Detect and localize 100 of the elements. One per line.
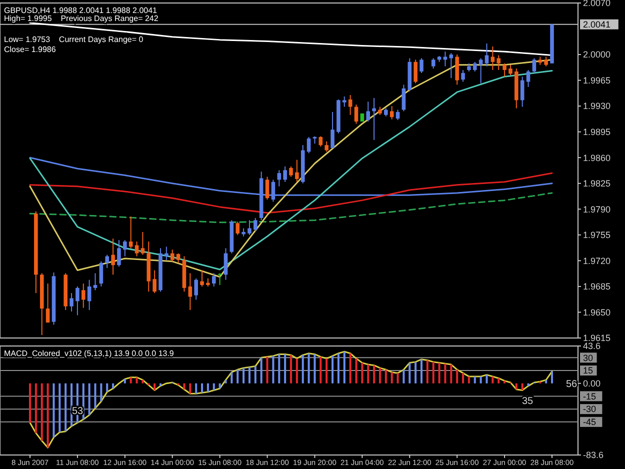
bar bbox=[254, 366, 256, 384]
bar bbox=[34, 383, 37, 434]
bar bbox=[414, 362, 417, 384]
candlestick bbox=[348, 94, 352, 116]
candlestick bbox=[544, 56, 548, 67]
candlestick bbox=[164, 246, 168, 260]
candlestick bbox=[152, 270, 156, 294]
bar bbox=[314, 354, 316, 384]
ref-line-label: -30 bbox=[583, 404, 596, 414]
bar bbox=[112, 383, 114, 389]
candlestick bbox=[123, 240, 127, 257]
bar bbox=[320, 356, 322, 384]
bar bbox=[88, 383, 90, 416]
bar bbox=[462, 373, 464, 384]
candlestick bbox=[236, 221, 240, 236]
candlestick bbox=[431, 58, 436, 70]
bar bbox=[154, 383, 156, 390]
candlestick bbox=[176, 252, 180, 264]
candlestick bbox=[390, 106, 394, 120]
bar bbox=[390, 372, 393, 384]
bar bbox=[130, 377, 132, 384]
candlestick bbox=[508, 64, 512, 76]
bar bbox=[367, 364, 370, 384]
bar bbox=[408, 362, 411, 384]
bar bbox=[456, 370, 458, 384]
bar bbox=[284, 354, 286, 384]
bar bbox=[438, 362, 440, 384]
bar bbox=[444, 364, 446, 384]
bar bbox=[212, 383, 215, 390]
y-tick-label: 1.9790 bbox=[583, 204, 611, 214]
candlestick bbox=[170, 249, 174, 262]
bar bbox=[545, 380, 548, 384]
annotation: Low= 1.9753 Current Days Range= 0 bbox=[4, 35, 144, 44]
bar bbox=[124, 379, 126, 384]
bar bbox=[498, 378, 500, 384]
candlestick bbox=[81, 283, 86, 308]
y-tick-label: 1.9895 bbox=[583, 126, 611, 137]
candlestick bbox=[248, 220, 252, 236]
candlestick bbox=[472, 61, 477, 72]
bar bbox=[195, 383, 198, 394]
candlestick bbox=[277, 170, 282, 187]
candlestick bbox=[76, 286, 80, 316]
bar bbox=[100, 383, 102, 402]
bar bbox=[278, 354, 280, 384]
candlestick bbox=[295, 159, 299, 182]
candlestick bbox=[140, 231, 145, 256]
bar bbox=[474, 376, 476, 384]
y-tick-label: 1.9930 bbox=[583, 101, 611, 112]
y-tick-label: 0.00 bbox=[583, 378, 601, 389]
bar bbox=[224, 380, 227, 384]
candlestick bbox=[318, 136, 323, 148]
y-tick-label: 2.0070 bbox=[583, 0, 611, 8]
candlestick bbox=[254, 217, 258, 232]
bar bbox=[349, 353, 352, 384]
bar bbox=[480, 376, 482, 384]
bar bbox=[136, 377, 138, 384]
candlestick bbox=[502, 62, 506, 78]
y-tick-label: 1.9650 bbox=[583, 307, 611, 318]
bar bbox=[296, 358, 298, 384]
candlestick bbox=[532, 58, 536, 74]
candlestick bbox=[461, 70, 465, 82]
candlestick bbox=[46, 283, 50, 324]
candlestick bbox=[134, 241, 139, 257]
bar bbox=[426, 360, 428, 384]
candlestick bbox=[490, 46, 495, 70]
chart-title: GBPUSD,H4 1.9988 2.0041 1.9988 2.0041 bbox=[4, 6, 158, 15]
candlestick bbox=[111, 238, 115, 276]
candlestick bbox=[265, 176, 270, 200]
bar bbox=[189, 383, 192, 394]
y-tick-label: 1.9685 bbox=[583, 282, 611, 292]
bar bbox=[337, 353, 340, 384]
bar bbox=[355, 358, 358, 384]
bar bbox=[420, 359, 422, 384]
candlestick bbox=[218, 272, 222, 286]
bar bbox=[308, 353, 310, 384]
candlestick bbox=[117, 240, 121, 268]
bar bbox=[142, 380, 144, 384]
bar bbox=[201, 383, 204, 393]
candlestick bbox=[99, 260, 104, 287]
candlestick bbox=[128, 216, 133, 249]
candlestick bbox=[402, 84, 406, 112]
candlestick bbox=[105, 254, 110, 269]
chart-title: MACD_Colored_v102 (5,13,1) 13.9 0.0 0.0 13.9 bbox=[4, 349, 174, 358]
bar bbox=[343, 352, 346, 384]
candlestick bbox=[224, 248, 228, 280]
annotation: Close= 1.9986 bbox=[4, 45, 56, 54]
y-tick-label: 1.9615 bbox=[583, 333, 611, 344]
ref-line-label: 15 bbox=[583, 366, 594, 376]
ref-line-label: 2.0041 bbox=[583, 20, 611, 30]
bar bbox=[302, 355, 304, 384]
y-tick-label: 2.0000 bbox=[583, 50, 611, 60]
line-series bbox=[29, 172, 553, 214]
candlestick bbox=[414, 59, 418, 84]
candlestick bbox=[396, 109, 400, 121]
bar bbox=[58, 383, 61, 432]
bar bbox=[248, 367, 250, 384]
bar bbox=[236, 370, 239, 384]
bar bbox=[29, 383, 31, 423]
text: 56 bbox=[566, 379, 578, 390]
candlestick bbox=[455, 54, 459, 86]
